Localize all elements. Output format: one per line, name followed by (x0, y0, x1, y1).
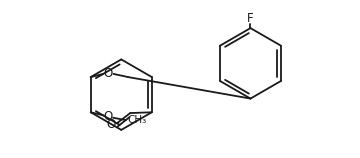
Text: CH₃: CH₃ (127, 115, 147, 125)
Text: F: F (247, 12, 254, 25)
Text: O: O (104, 67, 113, 80)
Text: O: O (107, 118, 116, 131)
Text: O: O (104, 110, 113, 124)
